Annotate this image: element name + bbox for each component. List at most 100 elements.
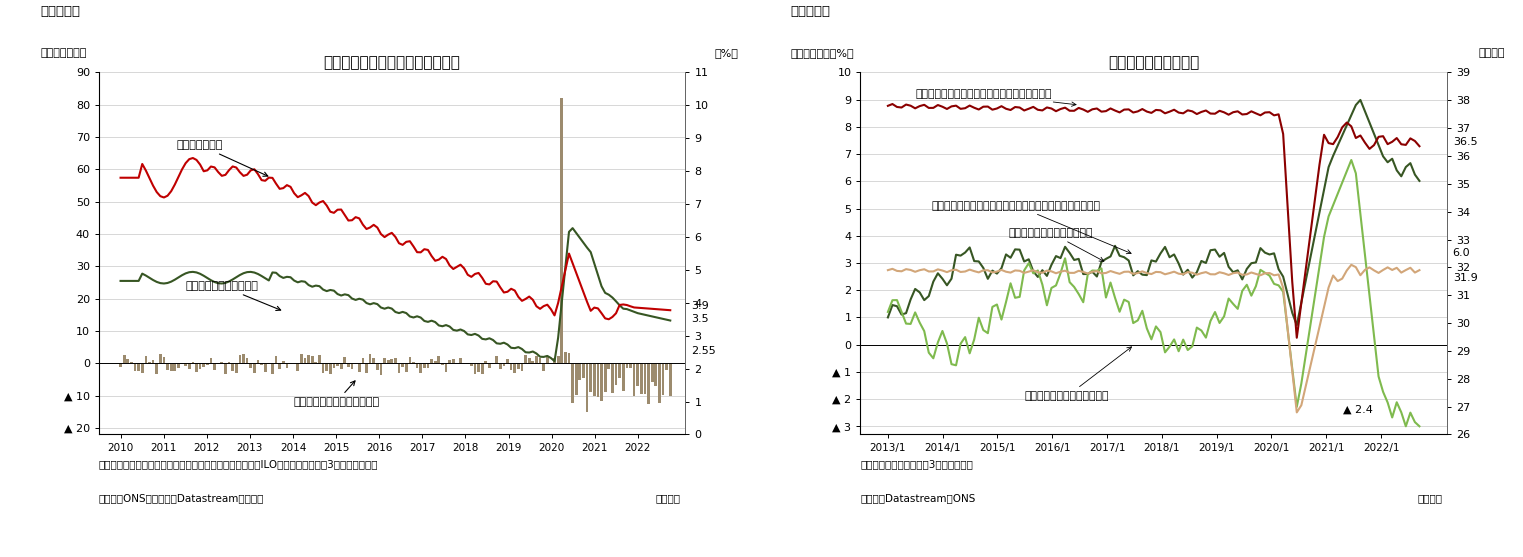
Bar <box>224 363 227 374</box>
Bar <box>647 363 650 404</box>
Bar <box>535 356 538 363</box>
Bar <box>637 363 640 386</box>
Bar <box>129 362 133 363</box>
Bar <box>239 355 241 363</box>
Title: 英国の失業保険申請件数、失業率: 英国の失業保険申請件数、失業率 <box>324 55 460 70</box>
Bar <box>484 361 487 363</box>
Bar <box>568 353 570 363</box>
Bar <box>387 360 390 363</box>
Bar <box>579 363 582 380</box>
Bar <box>582 363 585 378</box>
Bar <box>321 363 324 373</box>
Bar <box>171 363 172 371</box>
Bar <box>326 363 327 370</box>
Bar <box>231 363 235 371</box>
Bar <box>242 354 245 363</box>
Bar <box>560 98 564 363</box>
Text: （時間）: （時間） <box>1479 48 1505 58</box>
Bar <box>416 363 419 368</box>
Bar <box>134 363 137 372</box>
Bar <box>445 363 448 372</box>
Text: 週当たり賃金（実質）伸び率: 週当たり賃金（実質）伸び率 <box>1025 347 1132 401</box>
Bar <box>394 359 398 363</box>
Bar <box>203 363 206 367</box>
Bar <box>564 351 567 363</box>
Bar <box>372 359 375 363</box>
Bar <box>640 363 643 394</box>
Bar <box>177 363 180 368</box>
Bar <box>126 359 129 363</box>
Bar <box>155 363 158 374</box>
Bar <box>423 363 426 368</box>
Text: （図表１）: （図表１） <box>41 5 81 18</box>
Bar <box>632 363 635 395</box>
Bar <box>553 358 556 363</box>
Bar <box>589 363 592 392</box>
Bar <box>195 363 198 372</box>
Text: 2.55: 2.55 <box>691 345 716 355</box>
Bar <box>487 363 490 368</box>
Bar <box>300 354 303 363</box>
Bar <box>332 363 335 368</box>
Bar <box>379 363 382 374</box>
Bar <box>314 362 317 363</box>
Bar <box>650 363 653 382</box>
Bar <box>539 358 541 363</box>
Bar <box>471 363 472 366</box>
Text: ▲ 2.4: ▲ 2.4 <box>1343 405 1372 415</box>
Bar <box>528 358 530 363</box>
Text: （%）: （%） <box>714 48 739 58</box>
Bar <box>442 363 443 365</box>
Bar <box>661 363 664 394</box>
Bar <box>463 363 466 364</box>
Bar <box>340 363 343 369</box>
Bar <box>163 357 166 363</box>
Bar <box>398 363 401 373</box>
Text: （前年同期比、%）: （前年同期比、%） <box>790 48 854 58</box>
Bar <box>119 363 122 367</box>
Text: 36.5: 36.5 <box>1453 137 1477 147</box>
Bar <box>376 363 379 370</box>
Text: フルタイム労働者の週当たり労働時間（右軸）: フルタイム労働者の週当たり労働時間（右軸） <box>915 89 1077 106</box>
Text: （図表２）: （図表２） <box>790 5 830 18</box>
Bar <box>206 363 209 365</box>
Bar <box>384 358 385 363</box>
Bar <box>137 363 140 372</box>
Bar <box>618 363 621 378</box>
Bar <box>516 363 519 369</box>
Bar <box>263 363 267 372</box>
Bar <box>615 363 617 385</box>
Text: （件数、万件）: （件数、万件） <box>41 48 87 58</box>
Bar <box>279 363 282 369</box>
Bar <box>413 361 414 363</box>
Text: 3.5: 3.5 <box>691 314 708 324</box>
Bar <box>311 356 314 363</box>
Bar <box>626 363 627 368</box>
Text: 失業保険申請件数（前月差）: 失業保険申請件数（前月差） <box>292 381 379 407</box>
Bar <box>608 363 611 369</box>
Bar <box>145 356 148 363</box>
Bar <box>200 363 201 369</box>
Bar <box>350 363 353 369</box>
Bar <box>213 363 216 370</box>
Bar <box>419 363 422 373</box>
Bar <box>337 363 340 367</box>
Bar <box>557 356 559 363</box>
Bar <box>542 363 545 371</box>
Bar <box>434 361 437 363</box>
Bar <box>644 363 646 394</box>
Text: 申請件数の割合（右軸）: 申請件数の割合（右軸） <box>186 281 280 310</box>
Bar <box>228 362 230 363</box>
Bar <box>221 362 224 363</box>
Text: 3.9: 3.9 <box>691 301 710 311</box>
Bar <box>366 363 369 373</box>
Bar <box>268 363 270 364</box>
Bar <box>426 363 429 368</box>
Bar <box>600 363 603 400</box>
Text: （注）季節調整値、割合＝申請者／（雇用者＋申請者）。ILO基準失業率は後方3か月移動平均。: （注）季節調整値、割合＝申請者／（雇用者＋申請者）。ILO基準失業率は後方3か月… <box>99 460 379 470</box>
Bar <box>621 363 624 391</box>
Bar <box>448 360 451 363</box>
Bar <box>142 363 143 373</box>
Bar <box>152 360 154 363</box>
Bar <box>369 354 372 363</box>
